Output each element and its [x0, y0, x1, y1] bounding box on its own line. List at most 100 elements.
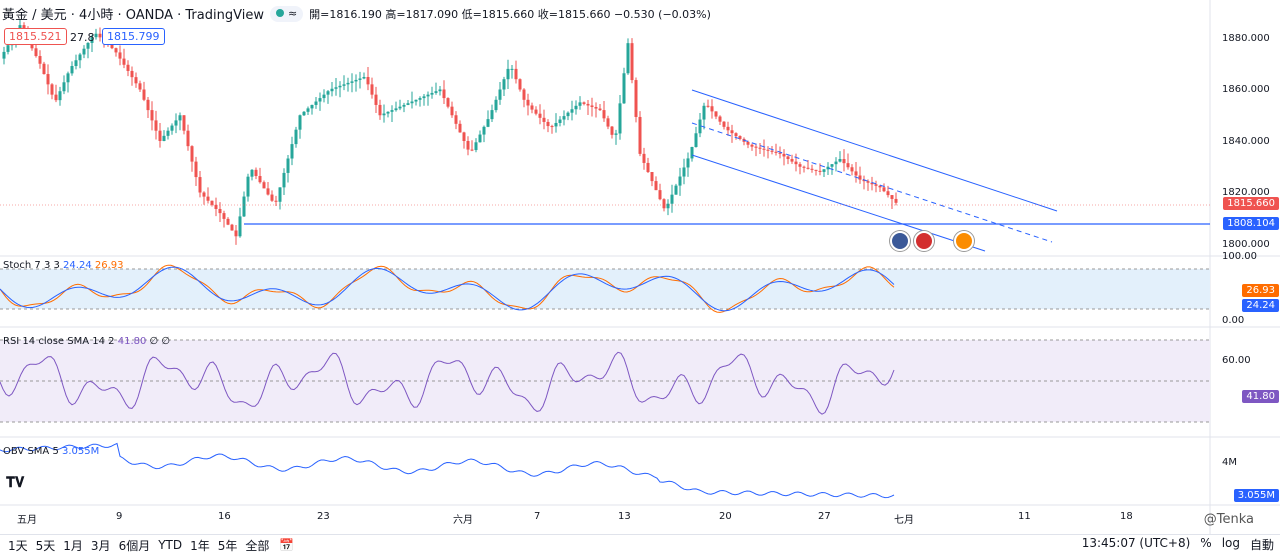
candle-body — [562, 116, 566, 120]
candle-body — [714, 111, 718, 117]
clock[interactable]: 13:45:07 (UTC+8) — [1081, 536, 1191, 550]
candle-body — [638, 116, 642, 154]
candle-body — [454, 115, 458, 124]
candle-body — [150, 110, 154, 121]
candle-body — [614, 133, 618, 135]
candle-body — [834, 161, 838, 165]
range-button[interactable]: 1天 — [8, 538, 28, 553]
candle-body — [438, 89, 442, 92]
range-button[interactable]: 5天 — [35, 538, 56, 553]
candle-body — [98, 33, 102, 38]
candle-body — [698, 119, 702, 134]
range-button[interactable]: 1月 — [63, 538, 83, 553]
rsi-value: 41.80 — [117, 336, 147, 347]
market-status-pill[interactable]: ≈ — [269, 5, 304, 22]
time-tick: 五月 — [17, 515, 37, 526]
candle-body — [422, 96, 426, 99]
candle-body — [602, 110, 606, 119]
candle-body — [618, 103, 622, 134]
candle-body — [750, 144, 754, 147]
candle-body — [870, 182, 874, 185]
candle-body — [662, 199, 666, 209]
tradingview-logo-icon: 𝐓𝐕 — [6, 475, 25, 491]
candle-body — [654, 181, 658, 191]
candle-body — [462, 132, 466, 141]
channel-lower-line — [691, 154, 986, 252]
candle-body — [522, 89, 526, 100]
candle-body — [838, 159, 842, 162]
us-event-flag-icon[interactable] — [954, 231, 974, 251]
candle-body — [518, 79, 522, 90]
candle-body — [158, 130, 162, 141]
range-button[interactable]: 全部 — [245, 538, 270, 553]
candle-body — [362, 76, 366, 79]
candle-body — [406, 103, 410, 105]
candle-body — [730, 130, 734, 134]
date-range-icon[interactable]: 📅 — [279, 538, 295, 552]
candle-body — [322, 94, 326, 99]
candle-body — [822, 169, 826, 172]
candle-body — [242, 196, 246, 217]
candle-body — [458, 123, 462, 133]
watermark: @Tenka — [1203, 512, 1254, 527]
candle-body — [854, 171, 858, 176]
symbol-title[interactable]: 黃金 / 美元 · 4小時 · OANDA · TradingView — [2, 8, 264, 23]
candle-body — [382, 113, 386, 116]
candle-body — [246, 176, 250, 197]
time-tick: 16 — [218, 511, 231, 522]
candle-body — [494, 99, 498, 111]
candle-body — [310, 104, 314, 109]
range-button[interactable]: 3月 — [90, 538, 111, 553]
candle-body — [198, 177, 202, 193]
range-button[interactable]: YTD — [158, 538, 183, 552]
candle-body — [722, 121, 726, 127]
candle-body — [762, 148, 766, 150]
candle-body — [882, 187, 886, 192]
auto-toggle[interactable]: 自動 — [1249, 538, 1274, 552]
rsi-label[interactable]: RSI 14 close SMA 14 2 41.80 ∅ ∅ — [3, 336, 171, 347]
candle-body — [134, 77, 138, 84]
candle-body — [366, 76, 370, 85]
candle-body — [586, 103, 590, 106]
percent-toggle[interactable]: % — [1200, 536, 1212, 550]
candle-body — [578, 102, 582, 106]
candle-body — [414, 99, 418, 102]
candle-body — [642, 153, 646, 163]
candle-body — [326, 91, 330, 95]
obv-label[interactable]: OBV SMA 5 3.055M — [3, 446, 100, 457]
log-toggle[interactable]: log — [1221, 536, 1240, 550]
candle-body — [594, 107, 598, 109]
candle-body — [262, 182, 266, 189]
ask-price[interactable]: 1815.799 — [102, 28, 165, 45]
range-button[interactable]: 1年 — [190, 538, 210, 553]
candle-body — [6, 45, 10, 52]
bid-price[interactable]: 1815.521 — [4, 28, 67, 45]
candle-body — [354, 79, 358, 82]
candle-body — [206, 196, 210, 201]
candle-body — [830, 164, 834, 167]
candle-body — [298, 115, 302, 130]
price-chart[interactable] — [0, 0, 1280, 534]
candle-body — [50, 84, 54, 95]
candle-body — [754, 146, 758, 148]
candle-body — [858, 175, 862, 180]
candle-body — [338, 85, 342, 88]
candle-body — [370, 84, 374, 95]
range-button[interactable]: 5年 — [217, 538, 238, 553]
time-tick: 13 — [618, 511, 631, 522]
candle-body — [794, 161, 798, 165]
us-event-flag-icon[interactable] — [914, 231, 934, 251]
candle-body — [330, 88, 334, 92]
stoch-k-line — [0, 266, 895, 312]
time-tick: 20 — [719, 511, 732, 522]
stoch-tick: 100.00 — [1222, 251, 1257, 262]
stoch-label[interactable]: Stoch 7 3 3 24.24 26.93 — [3, 260, 124, 271]
candle-body — [630, 43, 634, 81]
us-event-flag-icon[interactable] — [890, 231, 910, 251]
rsi-tag: 41.80 — [1242, 390, 1279, 403]
range-button[interactable]: 6個月 — [118, 538, 151, 553]
candle-body — [678, 176, 682, 186]
candle-body — [626, 43, 630, 74]
candle-body — [54, 94, 58, 101]
candle-body — [74, 60, 78, 67]
